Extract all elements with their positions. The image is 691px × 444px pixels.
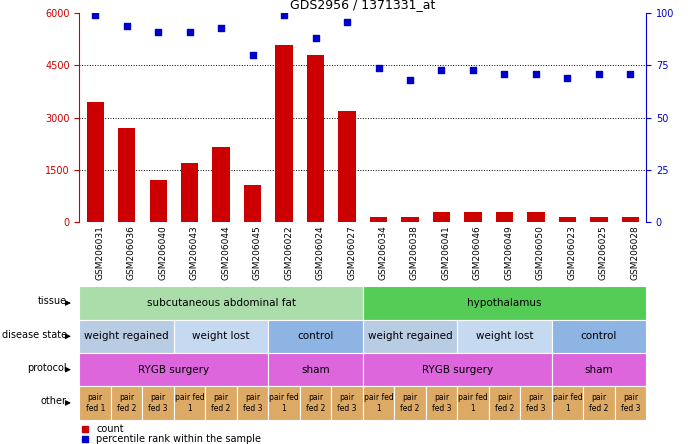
Text: percentile rank within the sample: percentile rank within the sample	[97, 434, 261, 444]
Text: weight regained: weight regained	[368, 331, 453, 341]
Point	[404, 76, 415, 83]
Text: pair fed
1: pair fed 1	[363, 393, 393, 412]
Bar	[401, 217, 419, 222]
Text: GSM206045: GSM206045	[253, 225, 262, 280]
Text: pair
fed 2: pair fed 2	[400, 393, 419, 412]
Text: control: control	[297, 331, 334, 341]
Bar	[622, 217, 639, 222]
Text: hypothalamus: hypothalamus	[467, 298, 542, 308]
Text: sham: sham	[585, 365, 613, 375]
Point	[247, 52, 258, 59]
Text: pair
fed 3: pair fed 3	[149, 393, 168, 412]
Text: pair
fed 2: pair fed 2	[495, 393, 514, 412]
Text: GSM206034: GSM206034	[379, 225, 388, 280]
Bar	[149, 180, 167, 222]
Bar	[464, 212, 482, 222]
Text: pair fed
1: pair fed 1	[175, 393, 205, 412]
Bar	[276, 45, 293, 222]
Text: GSM206041: GSM206041	[442, 225, 451, 280]
Text: pair fed
1: pair fed 1	[553, 393, 583, 412]
Text: subcutaneous abdominal fat: subcutaneous abdominal fat	[146, 298, 296, 308]
Text: sham: sham	[301, 365, 330, 375]
Point	[467, 66, 478, 73]
Text: pair
fed 2: pair fed 2	[589, 393, 609, 412]
Bar	[339, 111, 356, 222]
Text: GSM206050: GSM206050	[536, 225, 545, 280]
Text: pair
fed 3: pair fed 3	[432, 393, 451, 412]
Text: pair fed
1: pair fed 1	[458, 393, 488, 412]
Text: weight lost: weight lost	[192, 331, 250, 341]
Point	[278, 12, 290, 19]
Title: GDS2956 / 1371331_at: GDS2956 / 1371331_at	[290, 0, 435, 11]
Text: count: count	[97, 424, 124, 434]
Point	[153, 28, 164, 36]
Text: pair
fed 1: pair fed 1	[86, 393, 105, 412]
Text: GSM206038: GSM206038	[410, 225, 419, 280]
Text: control: control	[580, 331, 617, 341]
Bar	[118, 128, 135, 222]
Text: tissue: tissue	[38, 296, 67, 306]
Text: pair
fed 2: pair fed 2	[306, 393, 325, 412]
Bar	[433, 212, 450, 222]
Bar	[370, 217, 387, 222]
Text: pair
fed 2: pair fed 2	[117, 393, 136, 412]
Text: GSM206046: GSM206046	[473, 225, 482, 280]
Point	[216, 24, 227, 32]
Point	[499, 70, 510, 77]
Point	[562, 75, 573, 82]
Text: GSM206049: GSM206049	[504, 225, 513, 280]
Bar	[590, 217, 607, 222]
Text: pair
fed 2: pair fed 2	[211, 393, 231, 412]
Point	[184, 28, 195, 36]
Point	[373, 64, 384, 71]
Bar	[86, 102, 104, 222]
Text: RYGB surgery: RYGB surgery	[138, 365, 209, 375]
Text: GSM206028: GSM206028	[630, 225, 639, 280]
Text: RYGB surgery: RYGB surgery	[422, 365, 493, 375]
Text: pair
fed 3: pair fed 3	[337, 393, 357, 412]
Text: other: other	[41, 396, 67, 406]
Text: GSM206044: GSM206044	[221, 225, 230, 280]
Point	[121, 22, 132, 29]
Bar	[559, 217, 576, 222]
Text: protocol: protocol	[27, 363, 67, 373]
Text: GSM206040: GSM206040	[158, 225, 167, 280]
Text: GSM206025: GSM206025	[599, 225, 608, 280]
Point	[436, 66, 447, 73]
Point	[341, 18, 352, 25]
Text: GSM206043: GSM206043	[189, 225, 198, 280]
Text: pair fed
1: pair fed 1	[269, 393, 299, 412]
Bar	[527, 212, 545, 222]
Bar	[244, 186, 261, 222]
Bar	[495, 212, 513, 222]
Point	[531, 70, 542, 77]
Text: disease state: disease state	[2, 329, 67, 340]
Text: GSM206027: GSM206027	[347, 225, 356, 280]
Text: GSM206023: GSM206023	[567, 225, 576, 280]
Point	[594, 70, 605, 77]
Point	[90, 12, 101, 19]
Bar	[212, 147, 230, 222]
Point	[625, 70, 636, 77]
Text: weight lost: weight lost	[475, 331, 533, 341]
Bar	[307, 55, 324, 222]
Text: GSM206022: GSM206022	[284, 225, 293, 280]
Text: pair
fed 3: pair fed 3	[243, 393, 263, 412]
Text: GSM206024: GSM206024	[316, 225, 325, 280]
Text: GSM206036: GSM206036	[126, 225, 135, 280]
Text: GSM206031: GSM206031	[95, 225, 104, 280]
Text: pair
fed 3: pair fed 3	[621, 393, 640, 412]
Text: weight regained: weight regained	[84, 331, 169, 341]
Text: pair
fed 3: pair fed 3	[526, 393, 546, 412]
Bar	[181, 163, 198, 222]
Point	[310, 35, 321, 42]
